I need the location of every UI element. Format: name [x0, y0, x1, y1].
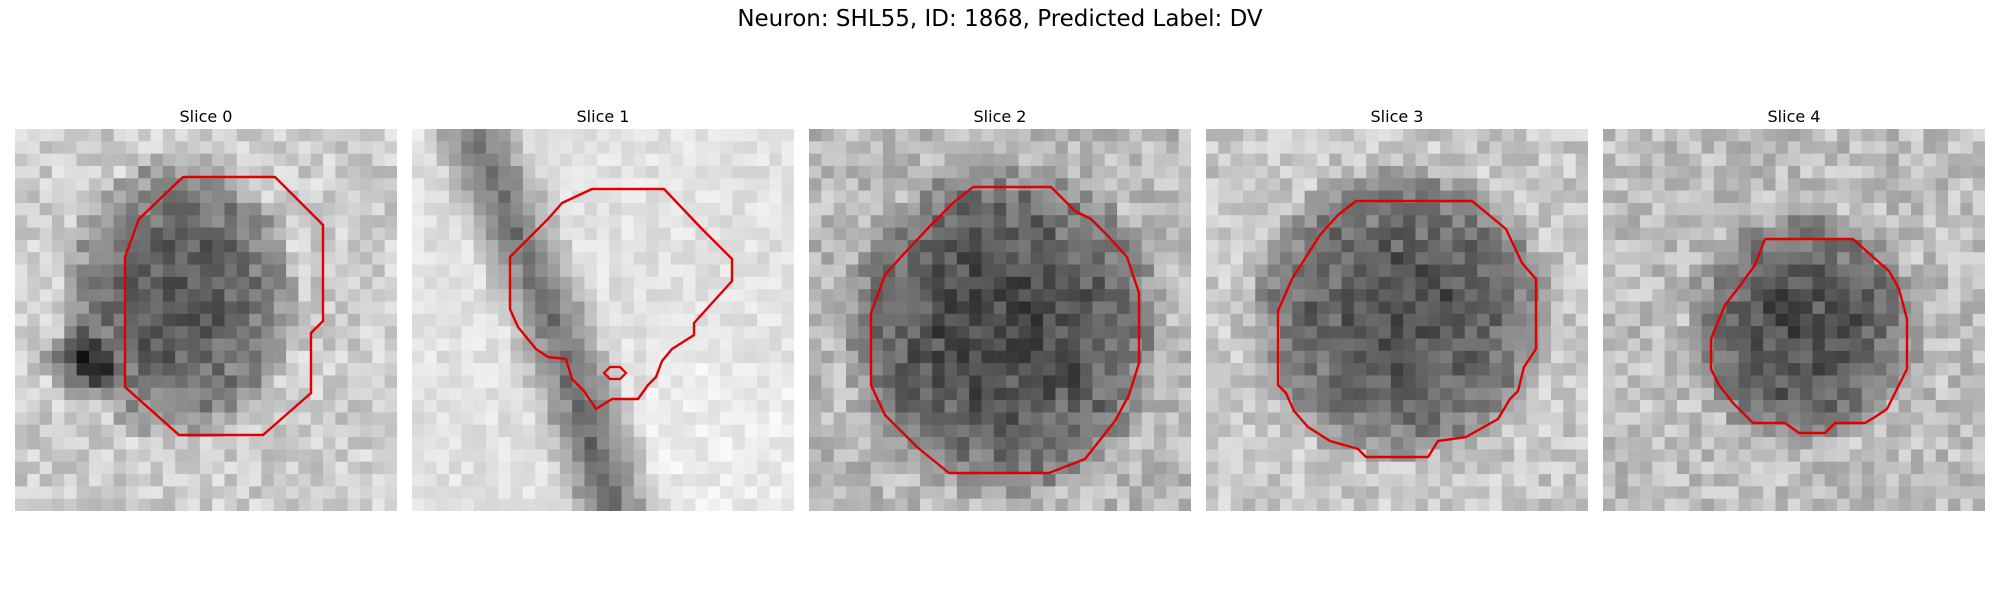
slice-panel-3: Slice 3: [1206, 105, 1588, 511]
slice-panel-4: Slice 4: [1603, 105, 1985, 511]
slice-panel-0: Slice 0: [15, 105, 397, 511]
roi-contour: [123, 175, 325, 437]
roi-contour: [1276, 199, 1538, 459]
roi-contour-inner: [602, 365, 628, 381]
figure-title: Neuron: SHL55, ID: 1868, Predicted Label…: [737, 6, 1263, 32]
slice-image: [412, 129, 794, 511]
slice-title: Slice 0: [179, 107, 233, 126]
slice-image: [15, 129, 397, 511]
slice-image: [809, 129, 1191, 511]
slice-title: Slice 2: [973, 107, 1027, 126]
roi-contour: [869, 185, 1141, 475]
slice-image: [1206, 129, 1588, 511]
slice-panel-1: Slice 1: [412, 105, 794, 511]
slice-image: [1603, 129, 1985, 511]
slice-title: Slice 3: [1370, 107, 1424, 126]
slice-title: Slice 1: [576, 107, 630, 126]
roi-contour: [1709, 237, 1909, 435]
roi-contour: [508, 187, 734, 411]
slice-panel-2: Slice 2: [809, 105, 1191, 511]
slice-title: Slice 4: [1767, 107, 1821, 126]
